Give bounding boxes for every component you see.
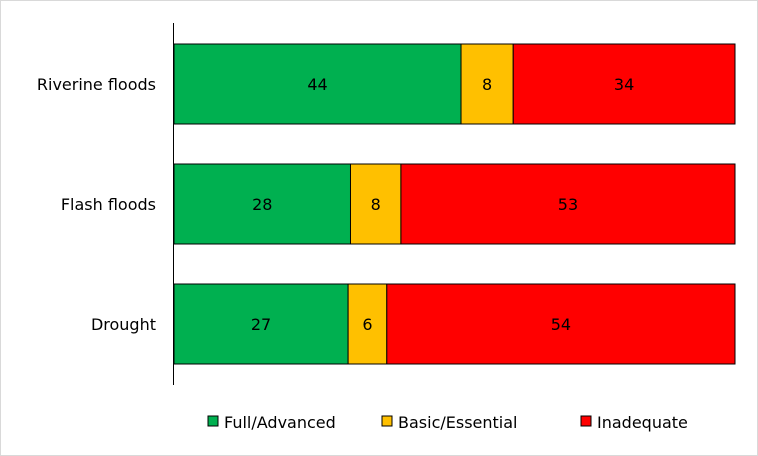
- legend-label-inadequate: Inadequate: [597, 413, 688, 432]
- bar-flash-floods-inadequate: [400, 163, 736, 245]
- data-label-flash-floods-basic-essential: 8: [371, 195, 381, 214]
- bar-riverine-floods-inadequate: [512, 43, 736, 125]
- legend-swatch-basic-essential: [381, 415, 393, 427]
- legend-label-basic-essential: Basic/Essential: [398, 413, 517, 432]
- bar-riverine-floods-basic-essential: [460, 43, 514, 125]
- bar-drought-inadequate: [386, 283, 736, 365]
- bar-drought-full-advanced: [173, 283, 349, 365]
- bar-flash-floods-basic-essential: [349, 163, 402, 245]
- legend: Full/Advanced Basic/Essential Inadequate: [207, 413, 688, 432]
- bars-layer: [173, 43, 736, 365]
- bar-riverine-floods-full-advanced: [173, 43, 462, 125]
- legend-swatch-full-advanced: [207, 415, 219, 427]
- legend-label-full-advanced: Full/Advanced: [224, 413, 336, 432]
- bar-flash-floods-full-advanced: [173, 163, 351, 245]
- labels-layer: 44 8 34 Riverine floods 28 8 53 Flash floods 27 6…: [37, 75, 634, 334]
- legend-swatch-inadequate: [580, 415, 592, 427]
- data-label-flash-floods-full-advanced: 28: [252, 195, 272, 214]
- data-label-flash-floods-inadequate: 53: [558, 195, 578, 214]
- data-label-drought-inadequate: 54: [551, 315, 571, 334]
- category-label-flash-floods: Flash floods: [61, 195, 156, 214]
- bar-drought-basic-essential: [347, 283, 388, 365]
- data-label-drought-full-advanced: 27: [251, 315, 271, 334]
- data-label-riverine-floods-basic-essential: 8: [482, 75, 492, 94]
- data-label-riverine-floods-full-advanced: 44: [307, 75, 327, 94]
- category-label-riverine-floods: Riverine floods: [37, 75, 156, 94]
- category-label-drought: Drought: [91, 315, 156, 334]
- data-label-riverine-floods-inadequate: 34: [614, 75, 634, 94]
- data-label-drought-basic-essential: 6: [362, 315, 372, 334]
